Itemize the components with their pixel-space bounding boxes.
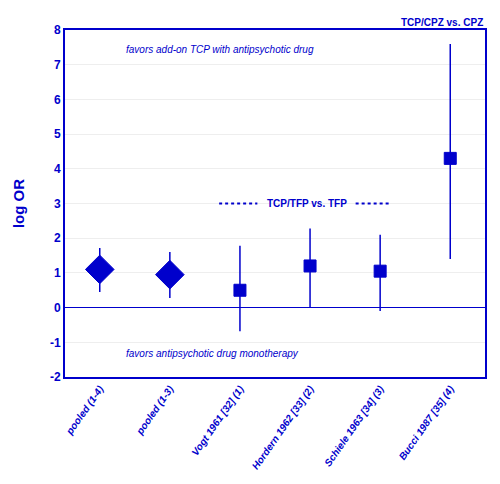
svg-text:7: 7 [54,58,61,72]
svg-text:favors antipsychotic drug mono: favors antipsychotic drug monotherapy [126,348,299,359]
svg-text:4: 4 [54,162,61,176]
svg-text:Bucci 1987 [35] (4): Bucci 1987 [35] (4) [397,383,457,462]
svg-text:6: 6 [54,93,61,107]
svg-text:2: 2 [54,231,61,245]
svg-text:5: 5 [54,127,61,141]
svg-text:3: 3 [54,197,61,211]
svg-text:TCP/TFP vs. TFP: TCP/TFP vs. TFP [267,198,347,209]
svg-text:Schiele 1963 [34] (3): Schiele 1963 [34] (3) [322,383,386,468]
svg-text:log OR: log OR [10,179,27,228]
svg-text:TCP/CPZ vs. CPZ: TCP/CPZ vs. CPZ [401,17,483,28]
svg-text:8: 8 [54,23,61,37]
svg-text:Vogt 1961 [32] (1): Vogt 1961 [32] (1) [189,383,246,457]
svg-text:0: 0 [54,301,61,315]
svg-text:-1: -1 [50,336,61,350]
svg-text:favors add-on TCP with antipsy: favors add-on TCP with antipsychotic dru… [126,44,314,55]
svg-text:1: 1 [54,266,61,280]
svg-text:-2: -2 [50,370,61,384]
svg-text:Hordern 1962 [33] (2): Hordern 1962 [33] (2) [250,383,316,471]
svg-text:pooled (1-3): pooled (1-3) [133,383,175,437]
svg-text:pooled (1-4): pooled (1-4) [63,383,105,437]
